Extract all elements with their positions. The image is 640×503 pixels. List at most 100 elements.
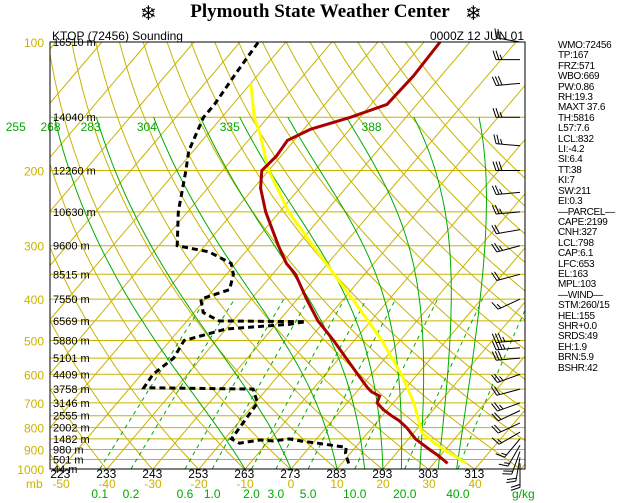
- pressure-tick-label: 600: [24, 368, 44, 382]
- temperature-tick-label: 10: [330, 477, 344, 491]
- index-line: —PARCEL—: [558, 206, 615, 218]
- dry-adiabat: [118, 42, 429, 469]
- wind-barb: [492, 50, 520, 61]
- chart-subtitle: 0000Z 12 JUN 01: [430, 29, 524, 43]
- theta-bottom-label: 233: [96, 467, 116, 481]
- theta-bottom-label: 303: [418, 467, 438, 481]
- height-label: 16510 m: [53, 37, 96, 49]
- index-line: STM:260/15: [558, 300, 610, 312]
- theta-150mb-label: 388: [362, 120, 382, 134]
- pressure-unit-label: mb: [26, 477, 43, 491]
- mixing-ratio-label: 2.0: [243, 487, 260, 501]
- dry-adiabat: [285, 42, 525, 321]
- pressure-tick-label: 200: [24, 165, 44, 179]
- moist-adiabat: [413, 116, 452, 469]
- moist-adiabat: [153, 117, 338, 469]
- dry-adiabat: [50, 162, 245, 469]
- theta-bottom-label: 223: [50, 467, 70, 481]
- dry-adiabat: [214, 42, 525, 411]
- index-line: LI:-4.2: [558, 144, 585, 156]
- height-label: 3758 m: [53, 384, 90, 396]
- wind-barbs: [491, 28, 521, 491]
- dry-adiabat: [50, 319, 153, 469]
- height-label: 9600 m: [53, 241, 90, 253]
- index-line: LCL:798: [558, 237, 594, 249]
- dry-adiabat: [261, 42, 525, 351]
- dry-adiabat: [333, 42, 525, 263]
- dry-adiabat: [190, 42, 525, 442]
- mixing-ratio-label: 0.1: [91, 487, 108, 501]
- index-line: BRN:5.9: [558, 352, 594, 364]
- mixing-ratio-line: [307, 298, 397, 469]
- moist-adiabat: [53, 117, 246, 469]
- mixing-ratio-line: [211, 298, 310, 469]
- chart-grid: [50, 42, 525, 469]
- wind-barb: [491, 185, 521, 195]
- height-label: 4409 m: [53, 369, 90, 381]
- hurricane-icon: ❄: [465, 1, 482, 25]
- height-label: 5101 m: [53, 353, 90, 365]
- wind-barb: [491, 431, 521, 445]
- pressure-tick-label: 900: [24, 443, 44, 457]
- mixing-ratio-label: 3.0: [268, 487, 285, 501]
- isotherm-line: [428, 355, 525, 469]
- height-label: 14040 m: [53, 112, 96, 124]
- pressure-tick-label: 500: [24, 334, 44, 348]
- temperature-tick-label: 0: [288, 477, 295, 491]
- temperature-tick-label: -20: [190, 477, 208, 491]
- height-label: 1482 m: [53, 434, 90, 446]
- isotherm-line: [50, 42, 241, 267]
- index-line: KI:7: [558, 175, 575, 187]
- wind-barb: [491, 422, 521, 434]
- index-line: SRDS:49: [558, 331, 598, 343]
- index-line: LFC:653: [558, 258, 595, 270]
- mixing-ratio-line: [354, 298, 439, 469]
- wind-barb: [491, 204, 521, 215]
- index-line: SW:211: [558, 185, 591, 197]
- theta-150mb-label: 335: [220, 120, 240, 134]
- index-line: HEL:155: [558, 310, 595, 322]
- mixing-ratio-unit: g/kg: [512, 487, 535, 501]
- mixing-ratio-label: 0.2: [123, 487, 140, 501]
- isotherm-line: [244, 138, 525, 469]
- wind-barb: [502, 451, 521, 475]
- height-label: 3146 m: [53, 398, 90, 410]
- wind-barb: [491, 410, 521, 422]
- temperature-tick-label: 40: [468, 477, 482, 491]
- page-title: Plymouth State Weather Center: [190, 1, 450, 22]
- dry-adiabat: [142, 42, 475, 469]
- dry-adiabat: [50, 387, 107, 469]
- isotherm-line: [152, 42, 517, 469]
- theta-150mb-label: 268: [41, 120, 61, 134]
- wind-barb: [491, 340, 521, 351]
- wind-barb: [492, 161, 520, 172]
- theta-bottom-label: 273: [280, 467, 300, 481]
- height-label: 6569 m: [53, 316, 90, 328]
- chart-series: [141, 42, 467, 465]
- mixing-ratio-label: 1.0: [204, 487, 221, 501]
- pressure-tick-label: 1000: [17, 463, 44, 477]
- theta-bottom-label: 243: [142, 467, 162, 481]
- parcel-trace: [249, 83, 467, 465]
- height-label: 7550 m: [53, 294, 90, 306]
- mixing-ratio-line: [275, 298, 367, 469]
- temperature-trace: [259, 42, 449, 465]
- wind-barb: [491, 350, 521, 361]
- wind-barb: [495, 438, 521, 458]
- index-line: L57:7.6: [558, 123, 590, 135]
- isotherm-line: [50, 42, 195, 213]
- pressure-tick-label: 700: [24, 397, 44, 411]
- index-line: TP:167: [558, 50, 589, 62]
- height-label: 980 m: [53, 444, 84, 456]
- index-line: TH:5816: [558, 112, 595, 124]
- pressure-tick-label: 300: [24, 240, 44, 254]
- dry-adiabat: [50, 245, 199, 469]
- index-line: EI:0.3: [558, 196, 583, 208]
- index-line: SI:6.4: [558, 154, 583, 166]
- wind-barb: [510, 463, 521, 491]
- wind-barb: [498, 445, 521, 467]
- mixing-ratio-label: 40.0: [446, 487, 470, 501]
- height-label: 501 m: [53, 454, 84, 466]
- mixing-ratio-label: 10.0: [343, 487, 367, 501]
